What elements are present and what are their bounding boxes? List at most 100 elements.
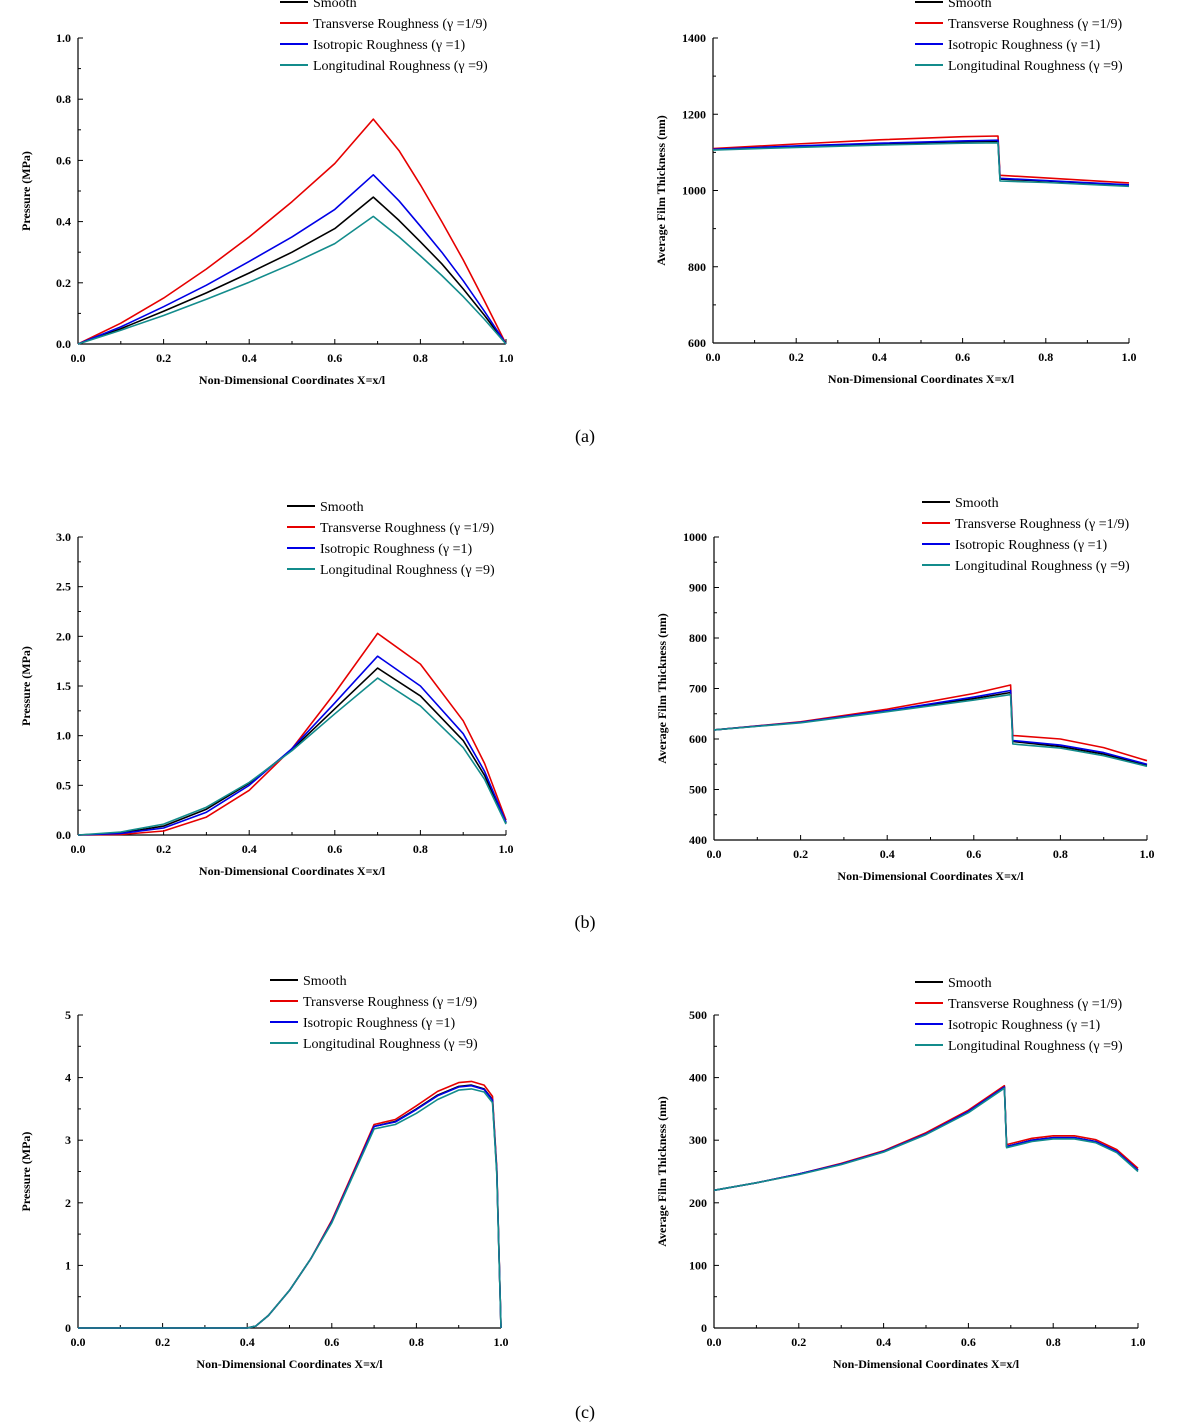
- y-tick-label: 0.0: [56, 828, 71, 842]
- legend-label-4: Longitudinal Roughness (γ =9): [955, 559, 1130, 574]
- y-tick-label: 1.5: [56, 679, 71, 693]
- x-tick-label: 0.8: [413, 351, 428, 365]
- series-line-4: [713, 1087, 1139, 1192]
- chart-1: 0.0 0.2 0.4 0.6 0.8 1.0 0.0 0.2 0.4 0.6 0.8 1.0 Non-…: [19, 0, 514, 387]
- series-line-4: [713, 693, 1148, 768]
- x-tick-label: 0.8: [413, 842, 428, 856]
- legend-label-1: Smooth: [955, 496, 999, 511]
- x-tick-label: 1.0: [1131, 1335, 1146, 1349]
- y-tick-label: 0: [65, 1321, 71, 1335]
- y-tick-label: 400: [689, 1071, 707, 1085]
- x-tick-label: 0.0: [71, 351, 86, 365]
- x-tick-label: 0.6: [324, 1335, 339, 1349]
- legend-label-4: Longitudinal Roughness (γ =9): [303, 1037, 478, 1052]
- panel-label-c: (c): [575, 1402, 595, 1422]
- series-line-4: [78, 1088, 502, 1329]
- x-tick-label: 1.0: [1140, 847, 1155, 861]
- legend-label-3: Isotropic Roughness (γ =1): [948, 1018, 1100, 1033]
- y-axis-title: Pressure (MPa): [19, 646, 33, 726]
- legend-label-4: Longitudinal Roughness (γ =9): [948, 59, 1123, 74]
- x-axis-title: Non-Dimensional Coordinates X=x/l: [833, 1357, 1020, 1371]
- x-tick-label: 0.0: [707, 1335, 722, 1349]
- chart-4: 0.0 0.2 0.4 0.6 0.8 1.0 400 500 600 700 800 900 1000…: [655, 496, 1155, 883]
- x-axis-title: Non-Dimensional Coordinates X=x/l: [828, 372, 1015, 386]
- y-tick-label: 1000: [683, 530, 707, 544]
- charts-layer: 0.0 0.2 0.4 0.6 0.8 1.0 0.0 0.2 0.4 0.6 0.8 1.0 Non-…: [19, 0, 1155, 1371]
- y-tick-label: 3: [65, 1133, 71, 1147]
- series-line-4: [77, 677, 507, 836]
- x-tick-label: 0.2: [791, 1335, 806, 1349]
- legend-label-3: Isotropic Roughness (γ =1): [313, 38, 465, 53]
- x-axis-title: Non-Dimensional Coordinates X=x/l: [199, 864, 386, 878]
- x-tick-label: 0.2: [155, 1335, 170, 1349]
- x-axis-title: Non-Dimensional Coordinates X=x/l: [199, 373, 386, 387]
- legend-label-4: Longitudinal Roughness (γ =9): [313, 59, 488, 74]
- series-line-3: [78, 1084, 502, 1329]
- series-line-2: [713, 684, 1148, 762]
- y-tick-label: 0.8: [56, 92, 71, 106]
- x-tick-label: 0.2: [156, 351, 171, 365]
- y-tick-label: 1400: [682, 31, 706, 45]
- series-line-2: [77, 632, 507, 836]
- y-axis-title: Pressure (MPa): [19, 151, 33, 231]
- y-axis-title: Pressure (MPa): [19, 1132, 33, 1212]
- y-tick-label: 800: [689, 631, 707, 645]
- series-line-4: [77, 215, 507, 345]
- x-tick-label: 0.6: [327, 351, 342, 365]
- y-tick-label: 500: [689, 783, 707, 797]
- y-tick-label: 500: [689, 1008, 707, 1022]
- y-tick-label: 400: [689, 833, 707, 847]
- y-tick-label: 3.0: [56, 530, 71, 544]
- x-axis-title: Non-Dimensional Coordinates X=x/l: [196, 1357, 383, 1371]
- y-axis-title: Average Film Thickness (nm): [654, 115, 668, 266]
- legend-label-2: Transverse Roughness (γ =1/9): [303, 995, 478, 1010]
- y-tick-label: 0.6: [56, 153, 71, 167]
- y-tick-label: 1.0: [56, 729, 71, 743]
- legend-label-2: Transverse Roughness (γ =1/9): [320, 521, 495, 536]
- legend-label-3: Isotropic Roughness (γ =1): [948, 38, 1100, 53]
- y-tick-label: 0.5: [56, 778, 71, 792]
- series-line-1: [77, 667, 507, 836]
- panel-label-b: (b): [575, 912, 596, 933]
- y-tick-label: 800: [688, 260, 706, 274]
- x-tick-label: 0.0: [71, 1335, 86, 1349]
- x-tick-label: 0.8: [1053, 847, 1068, 861]
- legend-label-2: Transverse Roughness (γ =1/9): [948, 17, 1123, 32]
- y-tick-label: 700: [689, 682, 707, 696]
- x-tick-label: 1.0: [499, 351, 514, 365]
- legend-label-1: Smooth: [948, 976, 992, 991]
- y-tick-label: 2: [65, 1196, 71, 1210]
- legend-label-2: Transverse Roughness (γ =1/9): [948, 997, 1123, 1012]
- x-tick-label: 1.0: [1122, 350, 1137, 364]
- x-tick-label: 1.0: [499, 842, 514, 856]
- legend-label-2: Transverse Roughness (γ =1/9): [955, 517, 1130, 532]
- legend-label-3: Isotropic Roughness (γ =1): [955, 538, 1107, 553]
- y-tick-label: 2.5: [56, 580, 71, 594]
- y-axis-title: Average Film Thickness (nm): [655, 1096, 669, 1247]
- x-tick-label: 0.4: [242, 351, 257, 365]
- y-tick-label: 1: [65, 1258, 71, 1272]
- y-tick-label: 100: [689, 1258, 707, 1272]
- x-tick-label: 0.8: [1038, 350, 1053, 364]
- legend-label-3: Isotropic Roughness (γ =1): [303, 1016, 455, 1031]
- y-tick-label: 0.4: [56, 215, 71, 229]
- legend-label-3: Isotropic Roughness (γ =1): [320, 542, 472, 557]
- y-tick-label: 4: [65, 1071, 71, 1085]
- y-tick-label: 0.2: [56, 276, 71, 290]
- series-line-3: [77, 655, 507, 836]
- y-tick-label: 300: [689, 1133, 707, 1147]
- x-axis-title: Non-Dimensional Coordinates X=x/l: [837, 869, 1024, 883]
- x-tick-label: 0.6: [966, 847, 981, 861]
- chart-3: 0.0 0.2 0.4 0.6 0.8 1.0 0.0 0.5 1.0 1.5 2.0 2.5 3.0 N…: [19, 500, 514, 878]
- chart-5: 0.0 0.2 0.4 0.6 0.8 1.0 0 1 2 3 4 5 Non-Dimensional …: [19, 974, 509, 1371]
- y-tick-label: 200: [689, 1196, 707, 1210]
- x-tick-label: 0.8: [409, 1335, 424, 1349]
- y-tick-label: 0.0: [56, 337, 71, 351]
- y-axis-title: Average Film Thickness (nm): [655, 613, 669, 764]
- series-line-4: [712, 142, 1130, 188]
- y-tick-label: 2.0: [56, 629, 71, 643]
- x-tick-label: 0.2: [793, 847, 808, 861]
- y-tick-label: 600: [688, 336, 706, 350]
- x-tick-label: 0.0: [706, 350, 721, 364]
